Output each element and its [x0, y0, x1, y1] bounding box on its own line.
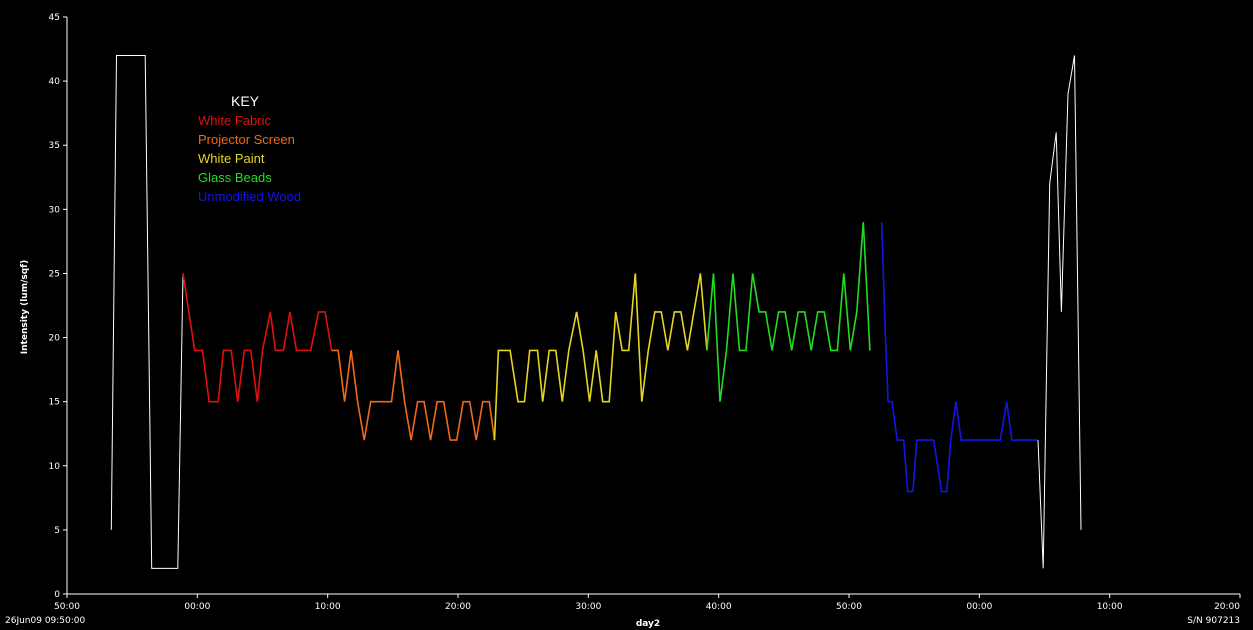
x-axis-label: day2: [636, 619, 660, 629]
series-line-white-paint: [493, 273, 708, 441]
x-tick-label: 30:00: [575, 602, 601, 612]
y-tick-label: 40: [49, 77, 61, 87]
y-tick-label: 25: [49, 269, 60, 279]
legend-entries: White Fabric Projector Screen White Paint G…: [198, 113, 301, 204]
legend-entry: White Fabric: [198, 113, 271, 128]
series-line-unlabeled: [110, 55, 184, 569]
y-axis-ticks: 0 5 10 15 20 25 30 35 40 45: [49, 13, 67, 600]
x-tick-label: 50:00: [54, 602, 80, 612]
x-tick-label: 00:00: [184, 602, 210, 612]
legend-entry: Projector Screen: [198, 132, 295, 147]
legend-title: KEY: [231, 93, 260, 109]
y-tick-label: 10: [49, 462, 61, 472]
serial-number: S/N 907213: [1187, 616, 1240, 626]
series-line-unlabeled: [1037, 55, 1082, 569]
start-timestamp: 26Jun09 09:50:00: [5, 616, 86, 626]
x-axis-ticks: 50:00 00:00 10:00 20:00 30:00 40:00 50:00 00:00…: [54, 594, 1241, 612]
x-tick-label: 50:00: [836, 602, 862, 612]
x-tick-label: 40:00: [706, 602, 732, 612]
legend-entry: Unmodified Wood: [198, 189, 301, 204]
x-tick-label: 20:00: [1214, 602, 1240, 612]
legend-entry: White Paint: [198, 151, 265, 166]
series-line-projector-screen: [331, 349, 496, 441]
y-axis-label: Intensity (lum/sqf): [20, 260, 30, 354]
y-tick-label: 0: [54, 590, 60, 600]
legend-entry: Glass Beads: [198, 170, 272, 185]
axes: [66, 17, 1240, 595]
legend: KEY White Fabric Projector Screen White Pa…: [198, 93, 301, 204]
x-tick-label: 10:00: [1097, 602, 1123, 612]
y-tick-label: 5: [54, 526, 60, 536]
series-line-unmodified-wood: [880, 222, 1038, 493]
y-tick-label: 30: [49, 205, 61, 215]
x-tick-label: 00:00: [966, 602, 992, 612]
y-tick-label: 20: [49, 334, 61, 344]
y-tick-label: 35: [49, 141, 60, 151]
x-tick-label: 10:00: [315, 602, 341, 612]
y-tick-label: 45: [49, 13, 60, 23]
series-line-glass-beads: [706, 222, 871, 402]
x-tick-label: 20:00: [445, 602, 471, 612]
series-line-white-fabric: [182, 273, 333, 403]
series-layer: [110, 55, 1082, 569]
y-tick-label: 15: [49, 398, 60, 408]
